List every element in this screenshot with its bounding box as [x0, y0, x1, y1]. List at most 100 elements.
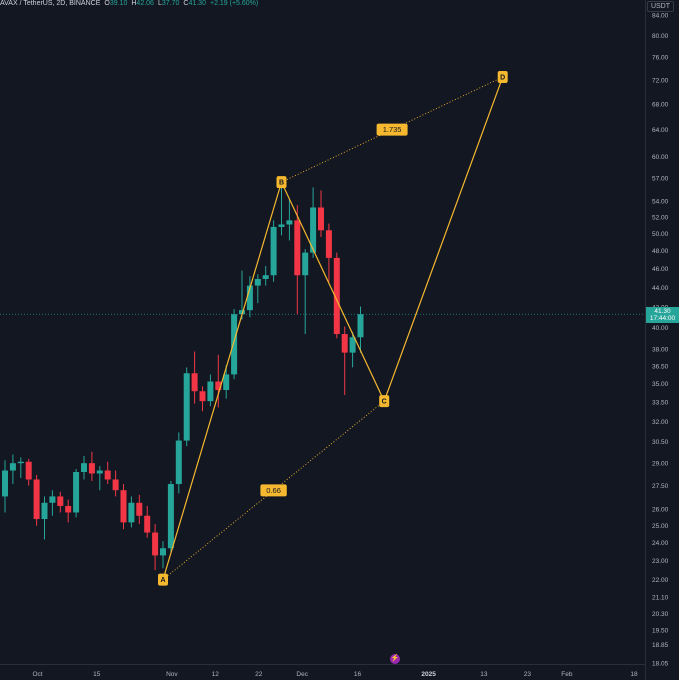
- candle-up: [9, 463, 16, 471]
- price-tick-label: 35.00: [652, 381, 669, 388]
- price-tick-label: 29.00: [652, 460, 669, 467]
- candle-down: [152, 532, 159, 556]
- pattern-point-label: A: [160, 577, 165, 584]
- price-tick-label: 40.00: [652, 325, 669, 332]
- time-tick-label: Nov: [166, 671, 178, 678]
- price-tick-label: 22.00: [652, 577, 669, 584]
- price-tick-label: 27.50: [652, 483, 669, 490]
- candle-up: [96, 470, 103, 474]
- candle-up: [183, 373, 190, 441]
- candle-down: [136, 502, 143, 516]
- candle-up: [278, 224, 285, 227]
- price-tick-label: 32.00: [652, 419, 669, 426]
- close-value: 41.30: [188, 0, 206, 7]
- price-tick-label: 84.00: [652, 12, 669, 19]
- time-tick-label: 18: [630, 671, 638, 678]
- candle-up: [239, 310, 245, 315]
- price-tick-label: 24.00: [652, 540, 669, 547]
- price-tick-label: 26.00: [652, 507, 669, 514]
- price-tick-label: 48.00: [652, 248, 669, 255]
- candle-up: [302, 252, 309, 276]
- pattern-point-badge: [276, 176, 287, 189]
- high-label: H: [131, 0, 137, 7]
- open-value: 39.10: [109, 0, 128, 7]
- pattern-point-badge: [497, 71, 508, 84]
- candle-up: [167, 484, 174, 549]
- candle-down: [65, 505, 72, 513]
- bar-countdown: 17:44:00: [649, 315, 676, 323]
- candle-down: [33, 479, 40, 520]
- time-tick-label: 15: [93, 671, 101, 678]
- candle-down: [112, 479, 119, 491]
- low-value: 37.70: [161, 0, 180, 7]
- candle-up: [254, 278, 261, 286]
- price-tick-label: 57.00: [652, 176, 669, 183]
- candle-down: [120, 490, 127, 523]
- candle-up: [41, 502, 48, 520]
- candle-up: [262, 275, 269, 279]
- lightning-icon[interactable]: ⚡: [390, 654, 400, 664]
- price-tick-label: 80.00: [652, 33, 669, 40]
- candle-down: [104, 470, 111, 480]
- symbol-header: AVAX / TetherUS, 2D, BINANCE O39.10 H42.…: [0, 0, 258, 12]
- candle-up: [17, 461, 24, 464]
- price-tick-label: 72.00: [652, 77, 669, 84]
- candle-down: [191, 373, 198, 392]
- price-tick-label: 76.00: [652, 54, 669, 61]
- change-value: +2.19 (+5.60%): [209, 0, 259, 7]
- candle-up: [160, 548, 166, 556]
- candle-up: [357, 314, 364, 338]
- time-tick-label: 22: [255, 671, 263, 678]
- price-tick-label: 33.50: [652, 400, 669, 407]
- pattern-point-badge: [379, 395, 390, 408]
- symbol-title[interactable]: AVAX / TetherUS, 2D, BINANCE: [0, 0, 101, 7]
- price-tick-label: 18.05: [652, 660, 669, 667]
- time-tick-label: 12: [212, 671, 220, 678]
- candle-up: [231, 314, 238, 375]
- candle-up: [207, 381, 214, 402]
- candle-up: [73, 471, 80, 513]
- close-label: C: [183, 0, 189, 7]
- time-tick-label: 2025: [421, 671, 436, 678]
- time-tick-label: 16: [354, 671, 362, 678]
- price-tick-label: 50.00: [652, 231, 669, 238]
- price-tick-label: 44.00: [652, 285, 669, 292]
- candle-up: [49, 496, 56, 503]
- price-tick-label: 23.00: [652, 558, 669, 565]
- current-price-tag: 41.30 17:44:00: [646, 307, 679, 324]
- candle-down: [318, 207, 324, 231]
- candle-down: [144, 515, 151, 533]
- candle-down: [25, 461, 32, 480]
- pattern-ratio-line: [281, 76, 503, 183]
- price-tick-label: 20.30: [652, 611, 669, 618]
- time-tick-label: Feb: [561, 671, 573, 678]
- pattern-point-label: D: [500, 75, 505, 82]
- candle-down: [333, 257, 340, 335]
- price-tick-label: 52.00: [652, 214, 669, 221]
- ratio-label: 1.735: [383, 125, 402, 134]
- current-price-value: 41.30: [654, 308, 671, 316]
- candle-down: [341, 334, 348, 353]
- candle-down: [294, 220, 301, 276]
- price-tick-label: 64.00: [652, 127, 669, 134]
- currency-unit-button[interactable]: USDT: [646, 1, 674, 12]
- candle-up: [270, 226, 277, 276]
- pattern-point-label: B: [279, 180, 284, 187]
- candle-down: [325, 230, 332, 258]
- price-tick-label: 36.50: [652, 364, 669, 371]
- candle-up: [128, 502, 135, 523]
- price-tick-label: 25.00: [652, 523, 669, 530]
- high-value: 42.06: [136, 0, 154, 7]
- candle-down: [57, 496, 64, 506]
- time-tick-label: Oct: [32, 671, 42, 678]
- pattern-line: [162, 76, 504, 580]
- open-label: O: [104, 0, 110, 7]
- low-label: L: [157, 0, 162, 7]
- candle-up: [175, 440, 182, 485]
- candle-down: [199, 391, 206, 402]
- price-tick-label: 19.50: [652, 628, 669, 635]
- candle-up: [310, 207, 317, 253]
